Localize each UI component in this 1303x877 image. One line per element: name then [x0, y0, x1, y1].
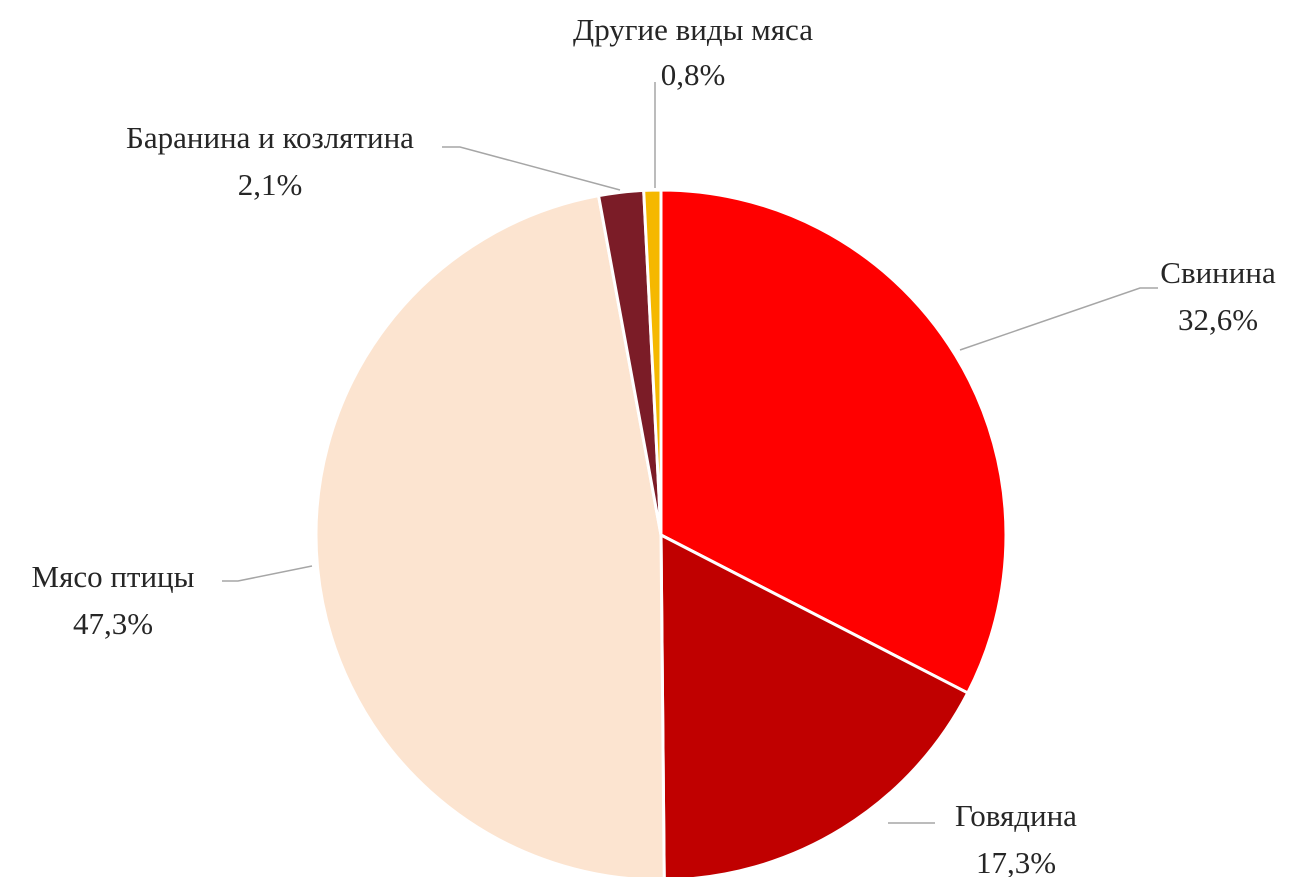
leader-lines	[222, 82, 1158, 824]
slice-value-label-5: 0,8%	[661, 57, 726, 92]
data-labels: Свинина 32,6% Говядина 17,3% Мясо птицы 47,3%…	[32, 12, 1276, 877]
slice-label-4: Баранина и козлятина	[126, 120, 414, 155]
slice-label-1: Свинина	[1160, 255, 1276, 290]
slice-value-label-4: 2,1%	[238, 167, 303, 202]
leader-line-3	[222, 565, 313, 582]
slice-label-2: Говядина	[955, 798, 1077, 833]
slice-label-3: Мясо птицы	[32, 559, 195, 594]
leader-line-1	[959, 287, 1158, 351]
slice-value-label-1: 32,6%	[1178, 302, 1258, 337]
pie-slice-1	[659, 188, 1008, 695]
slice-value-label-2: 17,3%	[976, 845, 1056, 877]
pie-slices	[314, 188, 1008, 877]
slice-label-5: Другие виды мяса	[573, 12, 813, 47]
leader-line-4	[442, 146, 621, 191]
slice-value-label-3: 47,3%	[73, 606, 153, 641]
pie-slice-3	[314, 194, 666, 877]
pie-slice-5	[642, 188, 663, 537]
